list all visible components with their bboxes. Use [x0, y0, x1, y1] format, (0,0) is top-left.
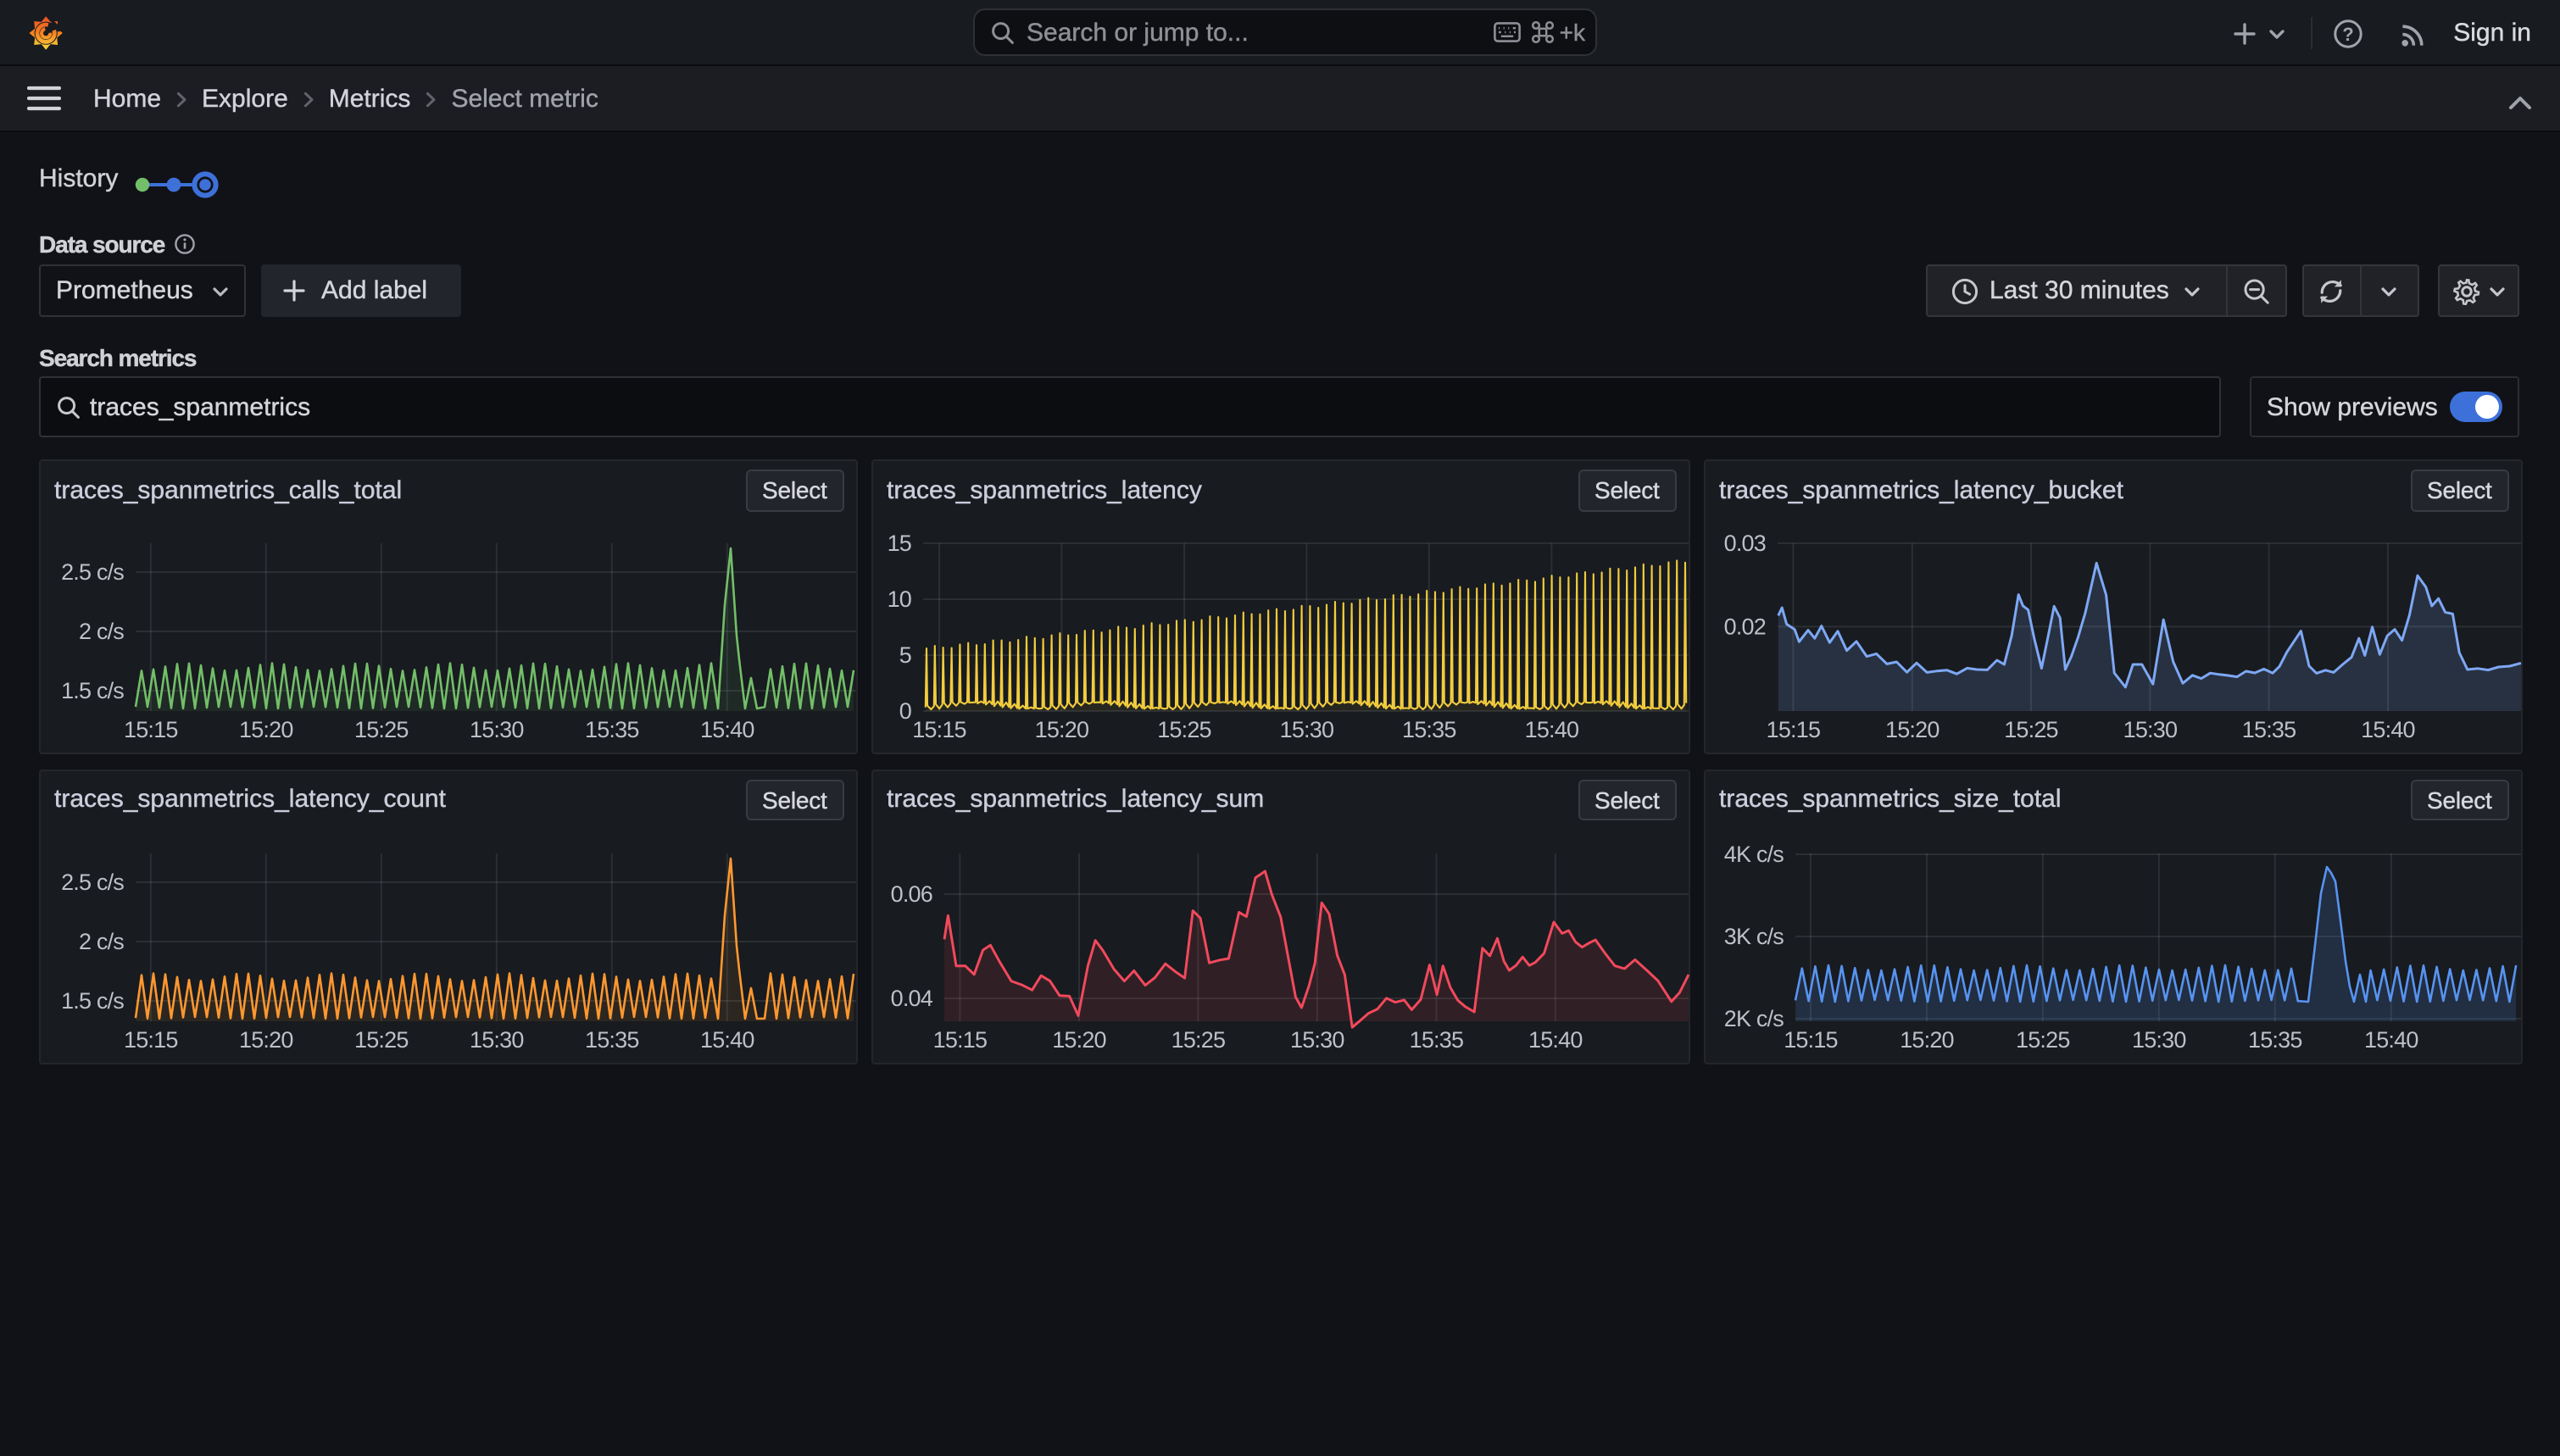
svg-text:0: 0 [899, 698, 910, 724]
svg-text:15:15: 15:15 [123, 1026, 177, 1052]
svg-text:15:20: 15:20 [1884, 717, 1939, 742]
svg-text:15:25: 15:25 [353, 1026, 408, 1052]
svg-text:15:25: 15:25 [353, 717, 408, 742]
svg-text:15:30: 15:30 [1289, 1026, 1344, 1052]
svg-text:15:40: 15:40 [2363, 1026, 2418, 1052]
svg-text:15:15: 15:15 [123, 717, 177, 742]
svg-text:15:35: 15:35 [2241, 717, 2296, 742]
svg-text:1.5 c/s: 1.5 c/s [60, 678, 123, 703]
svg-text:15:25: 15:25 [2003, 717, 2057, 742]
svg-text:15:15: 15:15 [911, 717, 966, 742]
svg-text:1.5 c/s: 1.5 c/s [60, 987, 123, 1013]
svg-text:15:20: 15:20 [1899, 1026, 1953, 1052]
svg-text:15:35: 15:35 [584, 1026, 638, 1052]
svg-text:15:30: 15:30 [469, 717, 523, 742]
svg-text:15:35: 15:35 [2247, 1026, 2301, 1052]
svg-text:0.06: 0.06 [890, 881, 932, 906]
svg-text:15:35: 15:35 [584, 717, 638, 742]
svg-text:2.5 c/s: 2.5 c/s [60, 869, 123, 894]
svg-text:15:20: 15:20 [1034, 717, 1088, 742]
svg-text:2 c/s: 2 c/s [78, 619, 123, 644]
svg-text:15:30: 15:30 [2123, 717, 2177, 742]
svg-text:?: ? [2343, 23, 2354, 44]
svg-text:2K c/s: 2K c/s [1723, 1005, 1784, 1031]
svg-text:10: 10 [887, 586, 910, 612]
svg-text:15:15: 15:15 [1766, 717, 1820, 742]
svg-text:0.02: 0.02 [1723, 614, 1765, 639]
svg-text:15:35: 15:35 [1409, 1026, 1463, 1052]
svg-text:3K c/s: 3K c/s [1723, 923, 1784, 948]
svg-text:15:15: 15:15 [932, 1026, 987, 1052]
svg-text:15:20: 15:20 [238, 1026, 292, 1052]
svg-text:15:20: 15:20 [238, 717, 292, 742]
svg-text:5: 5 [899, 642, 910, 668]
svg-text:2.5 c/s: 2.5 c/s [60, 559, 123, 585]
svg-text:15:40: 15:40 [1528, 1026, 1582, 1052]
svg-text:15:40: 15:40 [699, 1026, 754, 1052]
svg-text:15:25: 15:25 [1171, 1026, 1225, 1052]
svg-text:15:40: 15:40 [2360, 717, 2414, 742]
svg-text:15: 15 [887, 531, 910, 556]
svg-text:15:30: 15:30 [469, 1026, 523, 1052]
svg-text:15:25: 15:25 [2015, 1026, 2069, 1052]
svg-text:15:40: 15:40 [1524, 717, 1578, 742]
svg-text:15:20: 15:20 [1051, 1026, 1105, 1052]
svg-text:2 c/s: 2 c/s [78, 928, 123, 953]
svg-text:15:35: 15:35 [1401, 717, 1455, 742]
svg-text:0.03: 0.03 [1723, 531, 1765, 556]
svg-text:15:25: 15:25 [1156, 717, 1210, 742]
svg-text:15:30: 15:30 [2131, 1026, 2185, 1052]
svg-text:15:15: 15:15 [1783, 1026, 1837, 1052]
svg-text:15:30: 15:30 [1279, 717, 1333, 742]
svg-text:15:40: 15:40 [699, 717, 754, 742]
svg-text:4K c/s: 4K c/s [1723, 841, 1784, 866]
svg-text:0.04: 0.04 [890, 985, 932, 1010]
